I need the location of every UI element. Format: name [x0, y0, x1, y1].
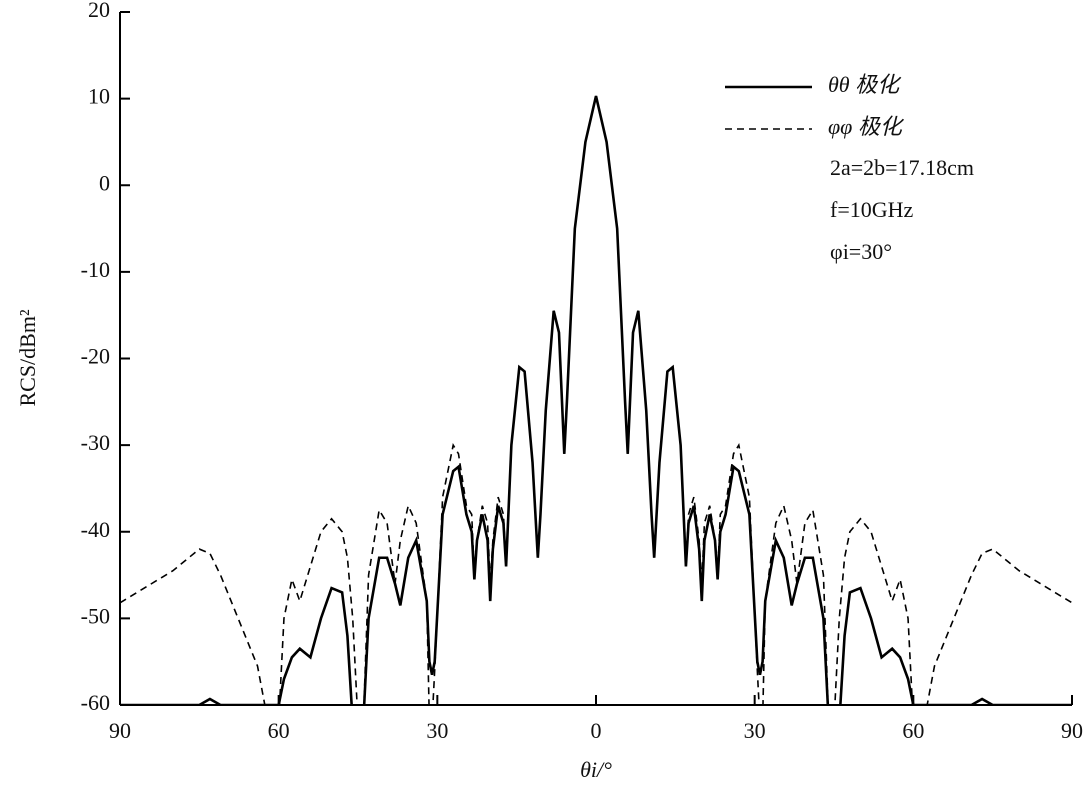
y-tick-label: 20: [88, 0, 110, 22]
legend: θθ 极化 φφ 极化: [725, 72, 905, 139]
annotation: 2a=2b=17.18cm: [830, 155, 974, 180]
y-axis-label: RCS/dBm²: [15, 309, 40, 406]
y-tick-label: -50: [81, 603, 110, 628]
series-line: [120, 95, 1072, 705]
x-tick-label: 90: [1061, 718, 1083, 743]
x-tick-label: 0: [591, 718, 602, 743]
y-tick-label: -20: [81, 344, 110, 369]
y-tick-label: -30: [81, 430, 110, 455]
y-tick-label: 10: [88, 84, 110, 109]
x-tick-label: 60: [268, 718, 290, 743]
y-tick-label: -40: [81, 517, 110, 542]
legend-label: θθ 极化: [828, 72, 902, 97]
annotation: φi=30°: [830, 239, 892, 264]
y-tick-label: -60: [81, 690, 110, 715]
x-axis-label: θi/°: [580, 757, 612, 782]
x-tick-label: 60: [902, 718, 924, 743]
annotation: f=10GHz: [830, 197, 914, 222]
legend-label: φφ 极化: [828, 114, 905, 139]
y-tick-label: -10: [81, 257, 110, 282]
y-tick-label: 0: [99, 170, 110, 195]
x-tick-label: 30: [426, 718, 448, 743]
x-tick-label: 90: [109, 718, 131, 743]
x-tick-label: 30: [744, 718, 766, 743]
series-line: [120, 95, 1072, 705]
